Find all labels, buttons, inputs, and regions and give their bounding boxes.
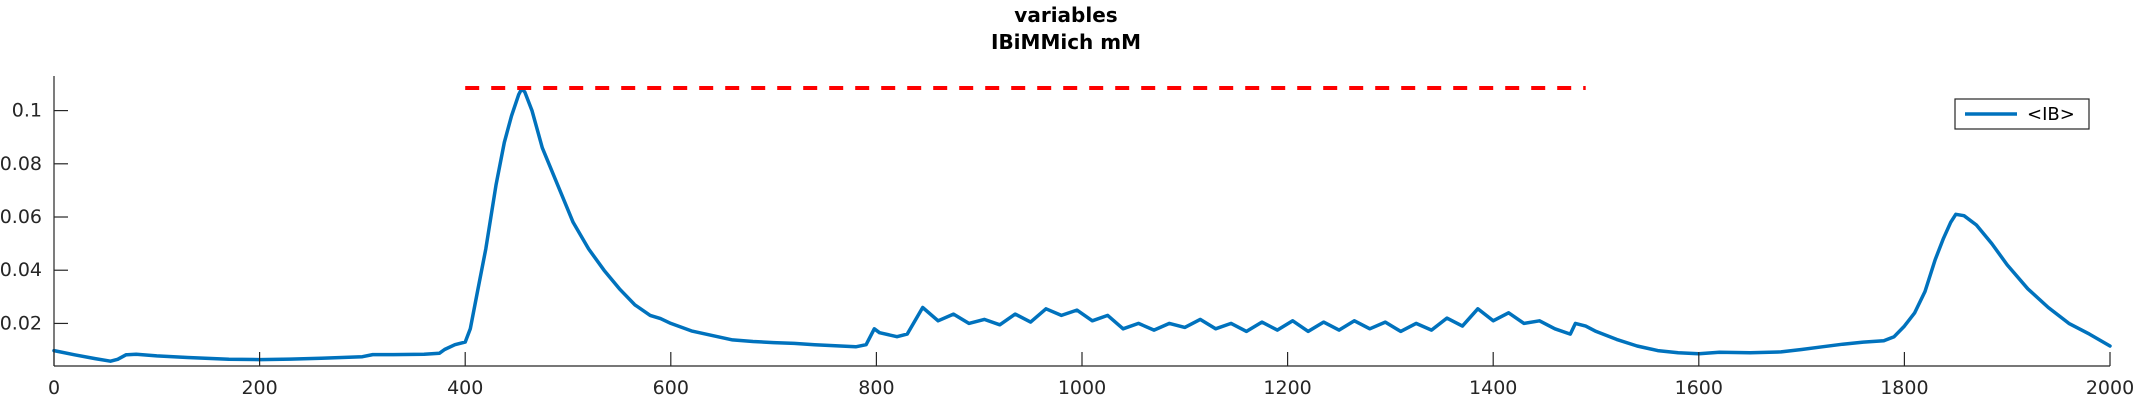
y-tick-label: 0.04 bbox=[0, 259, 42, 281]
series-line-ib bbox=[52, 87, 2112, 363]
y-tick-label: 0.02 bbox=[0, 312, 42, 334]
x-tick-label: 200 bbox=[241, 377, 277, 399]
x-tick-label: 1800 bbox=[1880, 377, 1928, 399]
chart-subtitle: IBiMMich mM bbox=[991, 30, 1141, 54]
x-tick-label: 1200 bbox=[1263, 377, 1311, 399]
x-tick-label: 1400 bbox=[1469, 377, 1517, 399]
x-tick-label: 0 bbox=[48, 377, 60, 399]
x-tick-label: 800 bbox=[858, 377, 894, 399]
y-tick-label: 0.1 bbox=[12, 100, 42, 122]
x-tick-label: 600 bbox=[653, 377, 689, 399]
y-axis: 0.02 0.04 0.06 0.08 0.1 bbox=[0, 76, 68, 366]
x-tick-label: 1600 bbox=[1675, 377, 1723, 399]
legend-label: <IB> bbox=[2027, 104, 2075, 125]
chart-title: variables bbox=[1014, 3, 1117, 27]
x-tick-label: 1000 bbox=[1058, 377, 1106, 399]
legend: <IB> bbox=[1954, 98, 2090, 130]
x-axis: 0 200 400 600 800 1000 1200 1400 1600 1800 2000 bbox=[48, 352, 2133, 399]
x-tick-label: 2000 bbox=[2086, 377, 2133, 399]
y-tick-label: 0.08 bbox=[0, 153, 42, 175]
plot-area bbox=[52, 86, 2112, 363]
x-tick-label: 400 bbox=[447, 377, 483, 399]
y-tick-label: 0.06 bbox=[0, 206, 42, 228]
